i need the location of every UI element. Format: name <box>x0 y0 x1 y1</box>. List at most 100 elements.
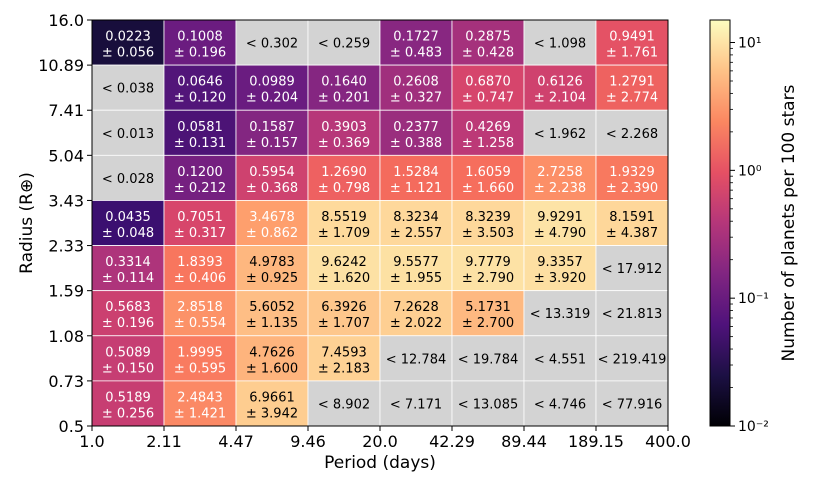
cell-error-label: ± 0.428 <box>462 46 514 61</box>
heatmap-cell: 1.2690± 0.798 <box>307 154 381 201</box>
colorbar-gradient <box>709 19 731 427</box>
cell-error-label: ± 1.600 <box>246 361 298 376</box>
cell-error-label: ± 0.595 <box>174 361 226 376</box>
heatmap-cell: 1.5284± 1.121 <box>379 154 453 201</box>
cell-error-label: ± 0.150 <box>102 361 154 376</box>
cell-error-label: ± 3.503 <box>462 226 514 241</box>
heatmap-cell: 8.3239± 3.503 <box>451 200 525 246</box>
cell-fill <box>523 154 597 201</box>
upper-limit-label: < 219.419 <box>598 352 667 367</box>
cell-error-label: ± 2.790 <box>462 271 514 286</box>
cell-fill <box>379 109 453 156</box>
heatmap-cell: < 17.912 <box>595 245 669 292</box>
cell-value-label: 0.3314 <box>105 255 151 270</box>
cell-value-label: 9.3357 <box>537 255 583 270</box>
cell-value-label: 6.3926 <box>321 300 367 315</box>
x-tick-label: 4.47 <box>218 432 254 451</box>
cell-error-label: ± 2.774 <box>606 91 658 106</box>
cell-error-label: ± 0.406 <box>174 271 226 286</box>
cell-fill <box>235 335 309 382</box>
heatmap-cell: 1.9329± 2.390 <box>595 154 669 201</box>
cell-fill <box>307 109 381 156</box>
cell-error-label: ± 0.212 <box>174 181 226 196</box>
heatmap-cell: 0.2377± 0.388 <box>379 109 453 156</box>
heatmap-cell: 9.3357± 3.920 <box>523 245 597 292</box>
cell-fill <box>91 19 165 66</box>
cell-error-label: ± 1.660 <box>462 181 514 196</box>
cell-value-label: 0.1587 <box>249 120 295 135</box>
heatmap-cell: 0.6870± 0.747 <box>451 64 525 111</box>
y-tick-label: 3.43 <box>48 191 84 210</box>
heatmap-cell: 8.3234± 2.557 <box>379 200 453 246</box>
heatmap-cell: 1.2791± 2.774 <box>595 64 669 111</box>
cell-value-label: 3.4678 <box>249 210 295 225</box>
x-tick-label: 42.29 <box>429 432 475 451</box>
cell-value-label: 7.2628 <box>393 300 439 315</box>
cell-value-label: 1.9329 <box>609 165 655 180</box>
cell-fill <box>595 290 669 337</box>
cell-value-label: 0.2875 <box>465 30 511 45</box>
cell-value-label: 0.1200 <box>177 165 223 180</box>
cell-error-label: ± 1.421 <box>174 406 226 421</box>
cell-fill <box>235 290 309 337</box>
cell-fill <box>595 64 669 111</box>
upper-limit-label: < 12.784 <box>386 352 447 367</box>
cell-value-label: 5.1731 <box>465 300 511 315</box>
heatmap-cell: 0.2608± 0.327 <box>379 64 453 111</box>
upper-limit-label: < 13.085 <box>458 397 519 412</box>
cell-fill <box>523 200 597 246</box>
heatmap-cell: 9.5577± 1.955 <box>379 245 453 292</box>
upper-limit-label: < 13.319 <box>530 307 591 322</box>
heatmap-cell: 5.1731± 2.700 <box>451 290 525 337</box>
cell-error-label: ± 0.554 <box>174 316 226 331</box>
cell-fill <box>595 335 669 382</box>
cell-value-label: 1.5284 <box>393 165 439 180</box>
cell-value-label: 8.3239 <box>465 210 511 225</box>
cell-fill <box>451 64 525 111</box>
cell-fill <box>451 380 525 427</box>
cell-value-label: 9.5577 <box>393 255 439 270</box>
heatmap-cell: 0.9491± 1.761 <box>595 19 669 66</box>
cell-error-label: ± 0.201 <box>318 91 370 106</box>
cell-fill <box>379 245 453 292</box>
cell-error-label: ± 1.121 <box>390 181 442 196</box>
heatmap-cell: 4.9783± 0.925 <box>235 245 309 292</box>
heatmap-cell: < 4.551 <box>523 335 597 382</box>
heatmap-cell: < 21.813 <box>595 290 669 337</box>
cell-value-label: 1.9995 <box>177 345 223 360</box>
heatmap-cell: 2.8518± 0.554 <box>163 290 237 337</box>
cell-fill <box>379 200 453 246</box>
heatmap-cell: 0.4269± 1.258 <box>451 109 525 156</box>
x-tick-label: 189.15 <box>568 432 624 451</box>
heatmap-cell: 0.0989± 0.204 <box>235 64 309 111</box>
cell-error-label: ± 0.056 <box>102 46 154 61</box>
cell-error-label: ± 0.157 <box>246 136 298 151</box>
heatmap-cell: 1.6059± 1.660 <box>451 154 525 201</box>
heatmap-cell: < 4.746 <box>523 380 597 427</box>
cell-fill <box>451 290 525 337</box>
upper-limit-label: < 1.962 <box>534 127 586 142</box>
cell-fill <box>235 109 309 156</box>
cell-value-label: 0.5189 <box>105 390 151 405</box>
cell-fill <box>163 109 237 156</box>
upper-limit-label: < 7.171 <box>390 397 442 412</box>
cell-value-label: 8.3234 <box>393 210 439 225</box>
cell-value-label: 0.1640 <box>321 75 367 90</box>
y-tick-label: 7.41 <box>48 101 84 120</box>
colorbar: 10⁻² 10⁻¹ 10⁰ 10¹ Number of planets per 100 … <box>709 19 799 435</box>
cell-error-label: ± 2.183 <box>318 361 370 376</box>
heatmap-cell: 8.5519± 1.709 <box>307 200 381 246</box>
cell-value-label: 0.0581 <box>177 120 223 135</box>
cell-error-label: ± 1.620 <box>318 271 370 286</box>
heatmap-cell: 0.0223± 0.056 <box>91 19 165 66</box>
cell-value-label: 4.7626 <box>249 345 295 360</box>
cell-value-label: 0.0646 <box>177 75 223 90</box>
y-tick-label: 1.08 <box>48 327 84 346</box>
heatmap-cell: < 0.302 <box>235 19 309 66</box>
cell-error-label: ± 1.761 <box>606 46 658 61</box>
cell-error-label: ± 0.388 <box>390 136 442 151</box>
cell-error-label: ± 1.709 <box>318 226 370 241</box>
cell-error-label: ± 0.483 <box>390 46 442 61</box>
cell-fill <box>379 290 453 337</box>
